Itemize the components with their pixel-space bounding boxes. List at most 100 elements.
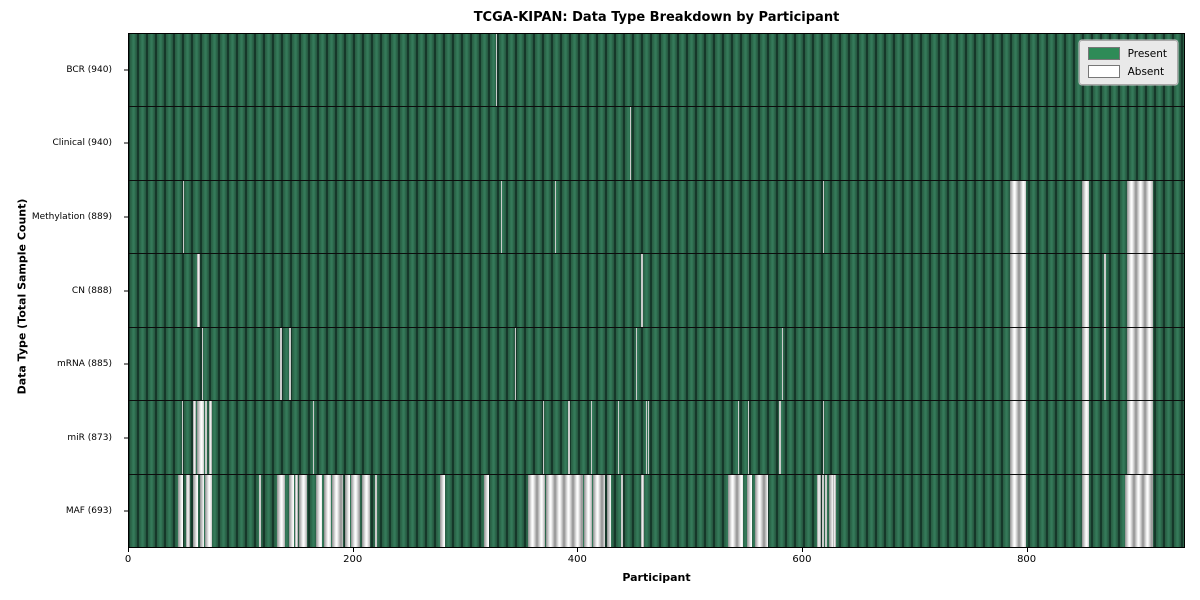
absent-cell (289, 474, 294, 547)
chart-title: TCGA-KIPAN: Data Type Breakdown by Parti… (473, 10, 840, 25)
absent-cell (312, 401, 315, 474)
y-tick-label-cn: CN (888) (71, 285, 112, 296)
absent-cell (821, 474, 825, 547)
absent-cell (514, 327, 516, 401)
absent-cell (593, 474, 606, 547)
x-tick-label: 0 (124, 554, 132, 565)
heatmap-row-mir (129, 400, 1184, 474)
absent-cell (779, 401, 781, 474)
absent-cell (299, 474, 308, 547)
absent-cell (817, 474, 821, 547)
plot-area (128, 33, 1185, 548)
y-tick-mark (124, 510, 128, 512)
absent-cell (630, 107, 632, 180)
heatmap-row-mrna (129, 326, 1184, 401)
x-tick-label: 800 (1017, 554, 1037, 565)
absent-cell (1126, 254, 1153, 327)
absent-cell (439, 474, 446, 547)
absent-cell (1126, 180, 1153, 254)
absent-cell (641, 254, 643, 327)
absent-cell (727, 474, 744, 547)
absent-cell (822, 401, 825, 474)
x-tick-label: 600 (792, 554, 812, 565)
absent-cell (331, 474, 344, 547)
legend-entry-absent: Absent (1087, 65, 1167, 78)
y-tick-mark (124, 437, 128, 439)
absent-cell (555, 180, 557, 254)
absent-cell (199, 474, 205, 547)
absent-cell (617, 401, 620, 474)
absent-cell (528, 474, 545, 547)
heatmap-row-methylation (129, 179, 1184, 254)
y-tick-mark (124, 363, 128, 365)
y-tick-mark (124, 216, 128, 218)
absent-cell (1126, 327, 1153, 401)
absent-cell (1081, 327, 1089, 401)
absent-cell (1010, 474, 1026, 547)
absent-swatch-icon (1087, 65, 1120, 78)
absent-cell (192, 474, 199, 547)
absent-cell (746, 474, 753, 547)
absent-cell (584, 474, 593, 547)
absent-cell (621, 474, 624, 547)
absent-cell (833, 474, 837, 547)
y-tick-label-maf: MAF (693) (65, 506, 112, 517)
absent-cell (178, 474, 183, 547)
absent-cell (1081, 474, 1089, 547)
absent-cell (324, 474, 331, 547)
absent-cell (645, 401, 648, 474)
absent-cell (280, 327, 282, 401)
absent-cell (1124, 474, 1153, 547)
absent-cell (197, 401, 205, 474)
legend-label: Present (1127, 47, 1167, 60)
heatmap-row-maf (129, 473, 1184, 547)
absent-cell (754, 474, 769, 547)
absent-cell (1010, 327, 1026, 401)
x-tick-label: 400 (567, 554, 587, 565)
heatmap-row-cn (129, 253, 1184, 327)
absent-cell (205, 474, 212, 547)
absent-cell (606, 474, 612, 547)
absent-cell (828, 474, 834, 547)
y-tick-mark (124, 290, 128, 291)
absent-cell (1104, 254, 1106, 327)
absent-cell (1081, 180, 1089, 254)
x-tick-mark (577, 548, 579, 552)
x-tick-mark (801, 548, 803, 552)
y-tick-label-bcr: BCR (940) (66, 64, 112, 75)
heatmap-row-clinical (129, 106, 1184, 180)
x-tick-mark (352, 548, 354, 552)
x-tick-label: 200 (343, 554, 363, 565)
y-tick-label-mir: miR (873) (67, 432, 112, 443)
absent-cell (495, 34, 497, 107)
absent-cell (641, 474, 644, 547)
absent-cell (747, 401, 750, 474)
absent-cell (186, 474, 190, 547)
absent-cell (737, 401, 740, 474)
absent-cell (1126, 401, 1153, 474)
legend-label: Absent (1127, 65, 1165, 78)
y-tick-mark (124, 142, 128, 144)
absent-cell (192, 401, 197, 474)
absent-cell (316, 474, 322, 547)
absent-cell (635, 327, 638, 401)
absent-cell (345, 474, 350, 547)
y-tick-label-mrna: mRNA (885) (57, 359, 112, 370)
absent-cell (197, 254, 200, 327)
x-tick-mark (128, 548, 129, 552)
absent-cell (648, 401, 650, 474)
absent-cell (484, 474, 489, 547)
absent-cell (781, 327, 783, 401)
y-tick-mark (124, 69, 128, 71)
absent-cell (181, 401, 183, 474)
absent-cell (182, 180, 185, 254)
absent-cell (501, 180, 503, 254)
absent-cell (1010, 254, 1026, 327)
absent-cell (208, 401, 212, 474)
absent-cell (1081, 254, 1089, 327)
absent-cell (1104, 327, 1106, 401)
absent-cell (825, 474, 828, 547)
heatmap-row-bcr (129, 34, 1184, 107)
absent-cell (276, 474, 285, 547)
